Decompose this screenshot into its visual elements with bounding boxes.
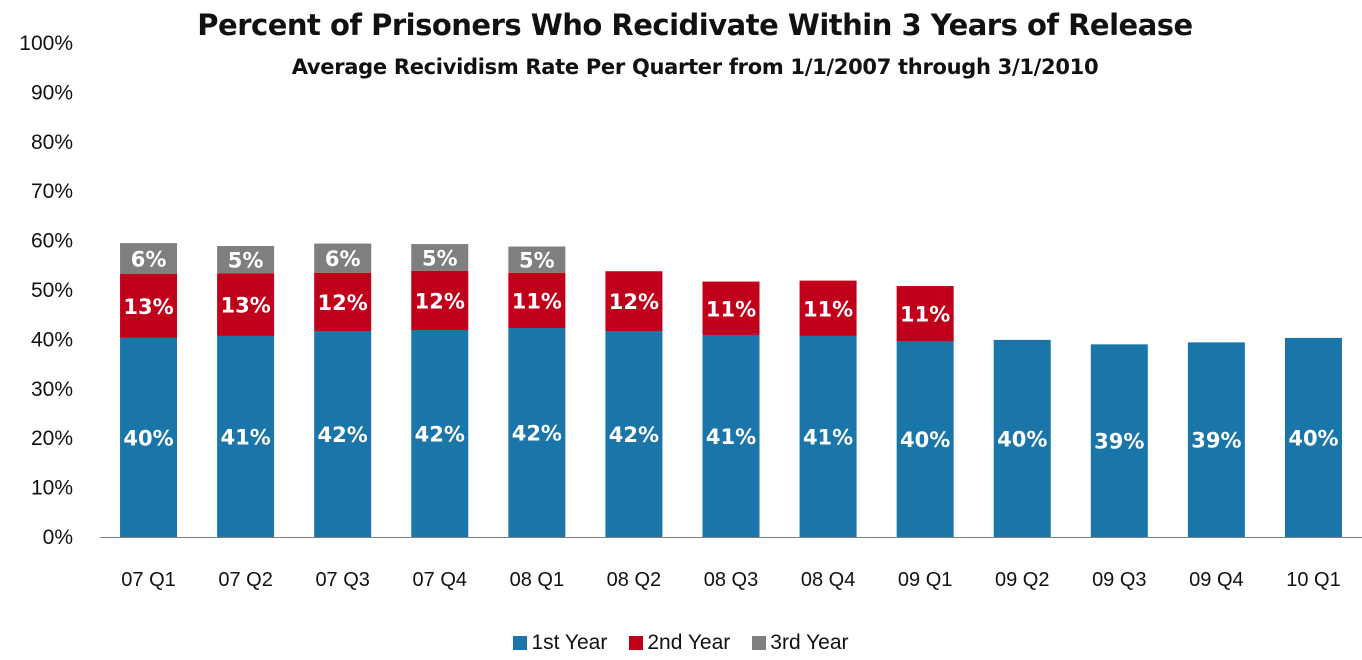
y-tick-label: 90% xyxy=(31,81,73,104)
x-tick-label: 09 Q3 xyxy=(1092,569,1146,591)
bar-segment-2nd-year xyxy=(702,281,760,335)
legend-swatch xyxy=(629,636,644,650)
data-label: 11% xyxy=(706,297,756,321)
bar-segment-2nd-year xyxy=(314,272,372,332)
data-label: 11% xyxy=(803,297,853,321)
data-label: 12% xyxy=(415,289,465,313)
bar-segment-1st-year xyxy=(411,330,469,537)
data-label: 42% xyxy=(512,422,562,446)
y-tick-label: 50% xyxy=(31,279,73,302)
data-label: 40% xyxy=(123,426,173,450)
data-label: 6% xyxy=(325,247,361,271)
legend-item: 1st Year xyxy=(513,631,607,655)
data-label: 5% xyxy=(519,249,555,273)
x-tick-label: 07 Q3 xyxy=(315,569,369,591)
x-tick-label: 09 Q1 xyxy=(898,569,952,591)
x-tick-label: 08 Q1 xyxy=(510,569,564,591)
y-tick-label: 40% xyxy=(31,328,73,351)
bar-segment-2nd-year xyxy=(605,271,663,332)
data-label: 5% xyxy=(228,249,264,273)
x-axis-tick-labels: 07 Q1 07 Q2 07 Q3 07 Q4 08 Q1 08 Q2 08 Q3 08 Q4… xyxy=(121,569,1340,591)
data-label: 11% xyxy=(900,303,950,327)
data-label: 6% xyxy=(131,247,167,271)
data-label: 41% xyxy=(706,425,756,449)
legend-item: 2nd Year xyxy=(629,631,730,655)
bar-segment-2nd-year xyxy=(217,273,275,336)
bar-segment-1st-year xyxy=(993,339,1051,537)
x-tick-label: 08 Q3 xyxy=(704,569,758,591)
legend-swatch xyxy=(752,636,767,650)
data-label: 13% xyxy=(123,295,173,319)
x-tick-label: 09 Q4 xyxy=(1189,569,1243,591)
data-label: 5% xyxy=(422,246,458,270)
data-label: 40% xyxy=(900,428,950,452)
legend-label: 3rd Year xyxy=(770,631,849,654)
bar-segment-3rd-year xyxy=(314,243,372,273)
bar-segment-3rd-year xyxy=(120,243,178,274)
y-axis-tick-labels: 0% 10% 20% 30% 40% 50% 60% 70% 80% 90% 100% xyxy=(19,32,73,549)
data-label: 41% xyxy=(803,425,853,449)
data-label: 13% xyxy=(220,294,270,318)
x-tick-label: 09 Q2 xyxy=(995,569,1049,591)
data-label: 42% xyxy=(415,423,465,447)
x-tick-label: 07 Q4 xyxy=(413,569,467,591)
legend-item: 3rd Year xyxy=(752,631,849,655)
data-label: 42% xyxy=(609,423,659,447)
data-label: 42% xyxy=(318,423,368,447)
y-tick-label: 20% xyxy=(31,427,73,450)
x-tick-label: 07 Q1 xyxy=(121,569,175,591)
bar-segment-2nd-year xyxy=(508,272,566,329)
legend-label: 1st Year xyxy=(531,631,608,654)
y-tick-label: 0% xyxy=(43,526,73,549)
legend-swatch xyxy=(513,636,528,650)
bar-segment-1st-year xyxy=(605,331,663,537)
bar-segment-3rd-year xyxy=(508,246,566,273)
chart-bars xyxy=(120,243,1342,537)
x-tick-label: 08 Q2 xyxy=(607,569,661,591)
data-label: 12% xyxy=(609,290,659,314)
x-tick-label: 08 Q4 xyxy=(801,569,855,591)
bar-segment-1st-year xyxy=(217,335,275,537)
bar-segment-2nd-year xyxy=(411,270,469,331)
x-tick-label: 07 Q2 xyxy=(218,569,272,591)
bar-segment-2nd-year xyxy=(799,280,857,336)
y-tick-label: 80% xyxy=(31,131,73,154)
bar-segment-1st-year xyxy=(1090,344,1148,537)
chart-plot-area: 0% 10% 20% 30% 40% 50% 60% 70% 80% 90% 100% 40% 13%… xyxy=(19,32,1362,591)
chart-data-labels: 40% 13% 6% 41% 13% 5% 42% 12% 6% 42% 12% 5% 42% 11% 5%… xyxy=(123,246,1338,453)
data-label: 12% xyxy=(318,291,368,315)
bar-segment-1st-year xyxy=(896,341,954,537)
bar-segment-1st-year xyxy=(1187,342,1245,537)
bar-segment-1st-year xyxy=(1284,337,1342,537)
y-tick-label: 70% xyxy=(31,180,73,203)
y-tick-label: 30% xyxy=(31,378,73,401)
legend-label: 2nd Year xyxy=(647,631,731,654)
data-label: 11% xyxy=(512,289,562,313)
chart-legend: 1st Year 2nd Year 3rd Year xyxy=(0,631,1362,655)
data-label: 39% xyxy=(1094,430,1144,454)
bar-segment-3rd-year xyxy=(217,246,275,274)
data-label: 39% xyxy=(1191,429,1241,453)
bar-segment-1st-year xyxy=(120,337,178,537)
chart-subtitle: Average Recividism Rate Per Quarter from… xyxy=(291,55,1099,79)
bar-segment-1st-year xyxy=(799,335,857,537)
y-tick-label: 100% xyxy=(19,32,73,55)
bar-segment-2nd-year xyxy=(896,286,954,342)
chart-title: Percent of Prisoners Who Recidivate With… xyxy=(197,8,1193,42)
data-label: 40% xyxy=(997,427,1047,451)
bar-segment-1st-year xyxy=(508,328,566,537)
data-label: 40% xyxy=(1288,426,1338,450)
bar-segment-3rd-year xyxy=(411,244,469,271)
bar-segment-2nd-year xyxy=(120,273,178,338)
y-tick-label: 10% xyxy=(31,477,73,500)
x-tick-label: 10 Q1 xyxy=(1286,569,1340,591)
bar-segment-1st-year xyxy=(314,331,372,537)
data-label: 41% xyxy=(220,425,270,449)
y-tick-label: 60% xyxy=(31,230,73,253)
bar-segment-1st-year xyxy=(702,334,760,537)
